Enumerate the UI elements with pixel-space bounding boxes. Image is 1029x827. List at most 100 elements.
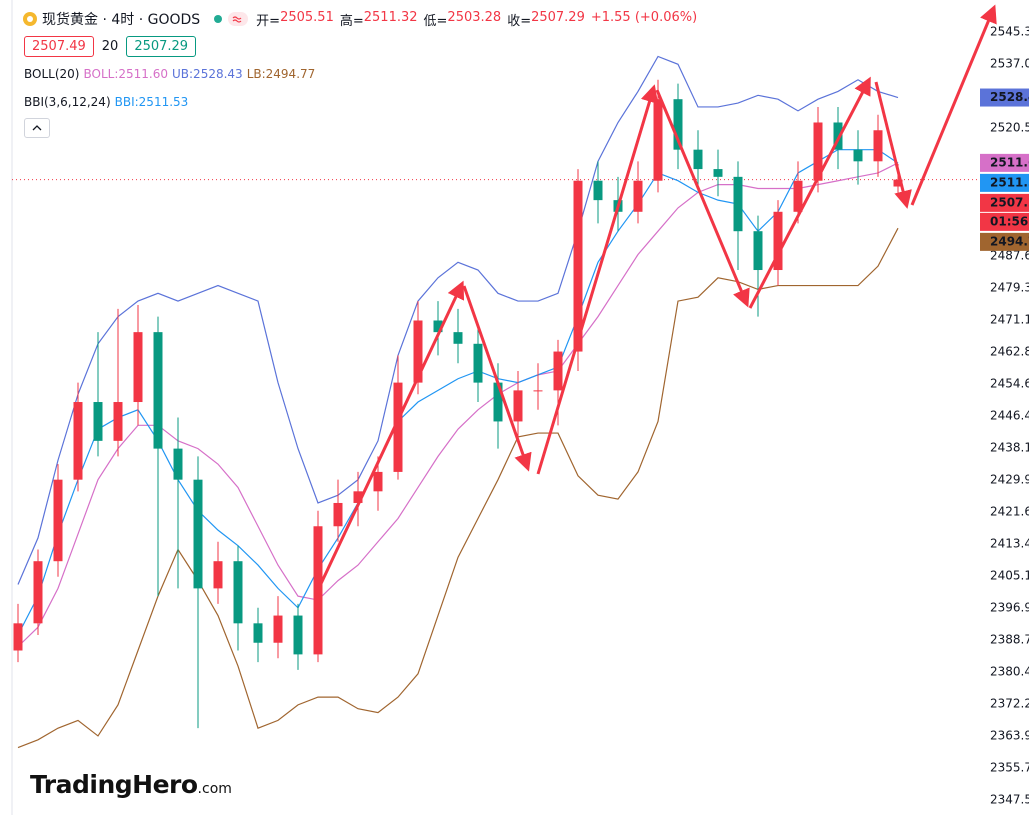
candle-body <box>33 561 43 624</box>
candle-body <box>313 526 323 655</box>
y-tick-label: 2487.62 <box>990 248 1029 262</box>
candle-body <box>593 180 603 201</box>
arrow <box>874 81 912 209</box>
y-tick-label: 2347.50 <box>990 792 1029 806</box>
candle-body <box>853 149 863 162</box>
arrow <box>748 76 871 309</box>
candle-body <box>253 623 263 643</box>
ohlc-value: 2505.51 <box>280 9 334 25</box>
plot <box>12 55 1029 749</box>
candle-body <box>653 99 663 181</box>
candle-body <box>733 176 743 232</box>
y-tick-label: 2454.65 <box>990 376 1029 390</box>
status-icons <box>214 12 249 26</box>
price-label: 2507.29 <box>990 195 1029 209</box>
watermark-text: TradingHero <box>30 770 198 799</box>
arrow <box>655 89 750 308</box>
ohlc-item: 收= 2507.29 <box>507 10 585 29</box>
candle-body <box>413 320 423 383</box>
y-tick-label: 2446.40 <box>990 409 1029 423</box>
indicator-value: BOLL:2511.60 <box>83 67 168 81</box>
price-label-bg <box>980 212 1029 231</box>
candle-body <box>713 169 723 177</box>
indicator-name: BOLL(20) <box>24 67 80 81</box>
ohlc-item: 低= 2503.28 <box>424 10 502 29</box>
y-tick-label: 2429.92 <box>990 472 1029 486</box>
price-axis: 2545.31 2537.07 2520.59 2487.62 2479.37 2471.… <box>980 24 1029 806</box>
candle-body <box>453 332 463 344</box>
candle-body <box>193 479 203 589</box>
candle-body <box>793 180 803 212</box>
candle-body <box>173 448 183 480</box>
logo <box>23 12 37 26</box>
candle-body <box>693 149 703 170</box>
arrow <box>462 285 532 472</box>
candle-body <box>133 332 143 403</box>
candle-body <box>153 332 163 449</box>
y-tick-label: 2462.89 <box>990 344 1029 358</box>
y-tick-label: 2438.16 <box>990 440 1029 454</box>
watermark: TradingHero.com <box>30 770 232 799</box>
ohlc-value: 2507.29 <box>531 9 585 25</box>
candle-body <box>673 99 683 150</box>
candle-body <box>113 402 123 441</box>
trade-row: 2507.49 20 2507.29 <box>24 36 197 57</box>
ohlc-label: 开= <box>256 13 281 29</box>
y-tick-label: 2405.19 <box>990 568 1029 582</box>
ohlc-label: 低= <box>423 13 448 29</box>
y-tick-label: 2396.95 <box>990 600 1029 614</box>
buy-button[interactable]: 2507.29 <box>126 36 197 57</box>
price-label-bg <box>980 232 1029 251</box>
price-label: 2494.77 <box>990 234 1029 248</box>
indicator-line <box>17 162 899 648</box>
candle-body <box>893 179 903 187</box>
symbol-title: 现货黄金 · 4时 · GOODS <box>42 12 201 28</box>
candle-body <box>73 402 83 480</box>
candle-body <box>773 211 783 271</box>
indicator-line <box>17 55 899 585</box>
candle-body <box>813 122 823 181</box>
indicator-value: BBI:2511.53 <box>114 95 189 109</box>
candle-body <box>233 561 243 624</box>
y-tick-label: 2388.71 <box>990 632 1029 646</box>
arrow <box>316 280 465 591</box>
sell-button[interactable]: 2507.49 <box>24 36 94 57</box>
ohlc-label: 收= <box>507 13 532 29</box>
y-tick-label: 2372.22 <box>990 697 1029 711</box>
y-tick-label: 2413.44 <box>990 536 1029 550</box>
collapse-button[interactable] <box>24 118 50 138</box>
ohlc-value: 2511.32 <box>363 9 418 25</box>
price-label: 01:56:4 <box>990 214 1029 228</box>
candle-body <box>513 390 523 422</box>
candle-body <box>353 491 363 503</box>
candle-body <box>293 615 303 655</box>
candle-body <box>473 343 483 383</box>
indicator-row: BBI(3,6,12,24) BBI:2511.53 <box>24 95 192 109</box>
candle-body <box>393 382 403 472</box>
indicator-line <box>17 227 899 749</box>
price-label-bg <box>980 173 1029 192</box>
y-tick-label: 2380.47 <box>990 664 1029 678</box>
candle-body <box>833 122 843 150</box>
y-tick-label: 2421.68 <box>990 504 1029 518</box>
arrow <box>910 4 997 206</box>
indicator-line <box>17 149 899 636</box>
candle-body <box>873 130 883 162</box>
candle-body <box>533 390 543 392</box>
candle-body <box>433 320 443 333</box>
y-tick-label: 2355.74 <box>990 760 1029 774</box>
ohlc-label: 高= <box>339 13 364 29</box>
ohlc-item: 开= 2505.51 <box>256 10 334 29</box>
candle-body <box>213 561 223 589</box>
indicator-value: LB:2494.77 <box>246 67 316 81</box>
indicator-name: BBI(3,6,12,24) <box>24 95 111 109</box>
y-tick-label: 2471.13 <box>990 312 1029 326</box>
ohlc: 开= 2505.51 高= 2511.32 低= 2503.28 收= 2507.29 +1.5… <box>256 10 697 29</box>
change: +1.55 (+0.06%) <box>590 9 698 25</box>
price-label-bg <box>980 153 1029 172</box>
drawn-arrows <box>316 4 997 591</box>
ohlc-item: 高= 2511.32 <box>340 10 418 29</box>
candle-body <box>373 471 383 492</box>
